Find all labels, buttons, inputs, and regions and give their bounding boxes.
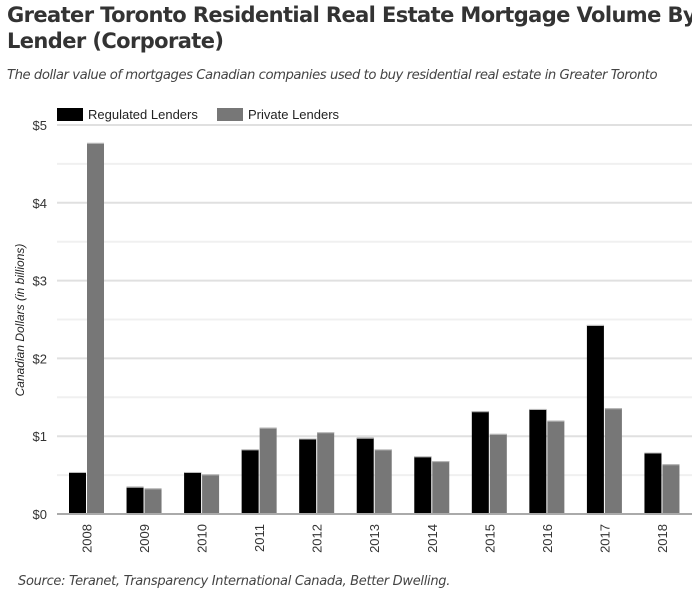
x-tick-label: 2008	[80, 524, 95, 553]
bar-regulated-2009	[126, 486, 144, 514]
legend: Regulated Lenders Private Lenders	[57, 107, 340, 122]
bar-private-2017	[604, 408, 622, 514]
bar-private-2010	[202, 474, 220, 514]
legend-label-private: Private Lenders	[248, 107, 340, 122]
x-tick-label: 2018	[655, 524, 670, 553]
x-tick-label: 2013	[367, 524, 382, 553]
bar-private-2018	[662, 464, 680, 514]
bar-private-2011	[259, 427, 277, 514]
bar-regulated-2010	[184, 471, 202, 514]
bar-private-2012	[317, 432, 335, 514]
bar-regulated-2015	[471, 411, 489, 514]
bar-regulated-2008	[69, 471, 86, 514]
bars	[69, 142, 680, 515]
legend-swatch-private	[217, 108, 243, 121]
y-tick-label: $1	[33, 429, 47, 444]
chart-subtitle: The dollar value of mortgages Canadian c…	[7, 68, 658, 83]
y-tick-label: $3	[33, 274, 47, 289]
y-tick-label: $4	[33, 196, 47, 211]
x-axis-ticks: 2008 2009 2010 2011 2012 2013 2014 2015 2016 2017…	[80, 524, 670, 553]
bar-regulated-2017	[586, 324, 604, 514]
bar-private-2009	[144, 488, 162, 514]
y-tick-label: $0	[33, 507, 47, 522]
gridlines	[57, 124, 692, 477]
x-tick-label: 2016	[540, 524, 555, 553]
bar-private-2016	[547, 420, 565, 514]
bar-regulated-2011	[241, 449, 259, 514]
y-axis-label: Canadian Dollars (in billions)	[13, 244, 27, 397]
bar-regulated-2016	[529, 408, 547, 514]
x-tick-label: 2014	[425, 524, 440, 553]
bar-regulated-2018	[644, 452, 662, 514]
y-axis-ticks: $0 $1 $2 $3 $4 $5	[33, 118, 47, 522]
chart-title: Greater Toronto Residential Real Estate …	[7, 3, 692, 53]
y-tick-label: $2	[33, 351, 47, 366]
bar-regulated-2012	[299, 438, 317, 514]
x-tick-label: 2017	[597, 524, 612, 553]
x-tick-label: 2011	[252, 524, 267, 552]
source-note: Source: Teranet, Transparency Internatio…	[18, 574, 451, 589]
x-tick-label: 2015	[482, 524, 497, 553]
bar-regulated-2014	[414, 456, 432, 514]
bar-private-2013	[374, 449, 392, 514]
x-tick-label: 2009	[137, 524, 152, 553]
x-tick-label: 2010	[195, 524, 210, 553]
bar-private-2015	[489, 433, 507, 514]
y-tick-label: $5	[33, 118, 47, 133]
legend-label-regulated: Regulated Lenders	[88, 107, 198, 122]
bar-private-2014	[432, 461, 450, 514]
legend-swatch-regulated	[57, 108, 83, 121]
x-tick-label: 2012	[310, 524, 325, 553]
bar-regulated-2013	[356, 437, 374, 514]
bar-private-2008	[87, 142, 104, 515]
